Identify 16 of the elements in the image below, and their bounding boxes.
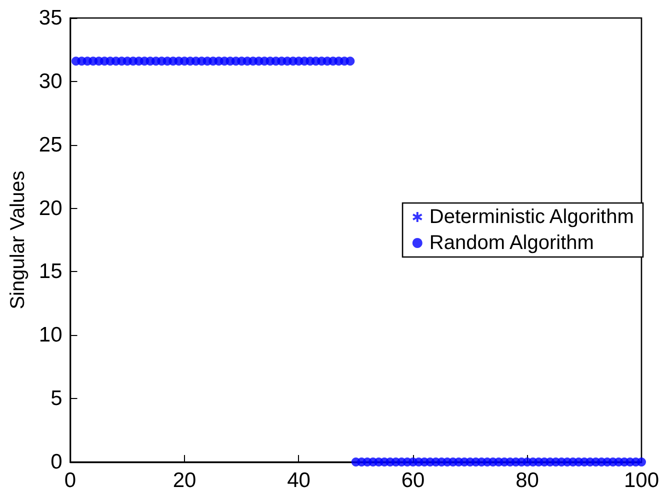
- x-tick-label: 100: [624, 469, 660, 492]
- y-tick-label: 35: [38, 6, 62, 30]
- y-tick-label: 25: [38, 133, 62, 156]
- y-tick-label: 5: [50, 387, 62, 410]
- x-tick-label: 80: [516, 469, 539, 492]
- y-tick-label: 10: [38, 324, 62, 347]
- y-tick-label: 0: [50, 450, 62, 474]
- x-tick-label: 20: [172, 469, 196, 492]
- y-tick-label: 30: [38, 70, 62, 93]
- y-axis-title: Singular Values: [7, 170, 29, 310]
- legend-label: Deterministic Algorithm: [429, 206, 634, 228]
- y-tick-label: 20: [38, 196, 62, 220]
- y-tick-label: 15: [38, 260, 62, 284]
- x-tick-label: 60: [401, 469, 425, 492]
- legend-label: Random Algorithm: [429, 232, 594, 254]
- x-tick-label: 40: [287, 469, 310, 492]
